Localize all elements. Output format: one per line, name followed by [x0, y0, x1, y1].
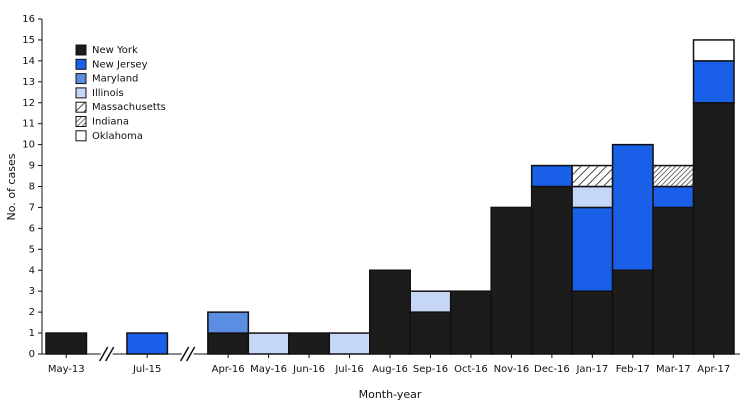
bar-segment	[207, 332, 250, 355]
bar-segment	[571, 185, 614, 209]
legend-swatch	[75, 101, 87, 113]
legend-swatch	[75, 73, 87, 85]
y-tick-label: 11	[22, 119, 35, 130]
bar-segment	[126, 332, 169, 355]
y-tick-label: 14	[22, 56, 35, 67]
y-tick-label: 3	[29, 286, 35, 297]
bar-segment	[207, 311, 250, 334]
x-tick-label: Jul-15	[132, 364, 161, 375]
bar-segment	[530, 164, 573, 188]
y-axis-title: No. of cases	[5, 153, 18, 220]
legend-label: Oklahoma	[92, 131, 143, 142]
bar-segment	[611, 143, 654, 271]
bar-segment	[530, 185, 573, 355]
legend-label: Indiana	[92, 117, 129, 128]
y-tick-label: 0	[29, 349, 35, 360]
x-tick-label: Jan-17	[575, 364, 608, 375]
legend-label: Maryland	[92, 74, 138, 85]
y-tick-label: 9	[29, 161, 35, 172]
bar-segment	[409, 311, 452, 355]
x-tick-label: Aug-16	[372, 364, 408, 375]
bar-segment	[247, 332, 290, 355]
legend-swatch	[75, 58, 87, 70]
bar-segment	[288, 332, 331, 355]
legend-label: Massachusetts	[92, 102, 166, 113]
x-tick-label: Apr-17	[697, 364, 730, 375]
bar-segment	[571, 206, 614, 292]
x-tick-label: Apr-16	[212, 364, 245, 375]
y-tick-label: 1	[29, 328, 35, 339]
y-tick-label: 6	[29, 223, 35, 234]
x-axis-title: Month-year	[359, 388, 422, 401]
bar-segment	[328, 332, 371, 355]
y-tick-label: 5	[29, 244, 35, 255]
x-tick-label: Mar-17	[656, 364, 691, 375]
y-tick-label: 15	[22, 35, 35, 46]
legend-swatch	[75, 130, 87, 142]
bar-segment	[692, 39, 735, 62]
legend-label: New York	[92, 45, 138, 56]
bar-segment	[692, 102, 735, 355]
x-tick-label: Sep-16	[413, 364, 448, 375]
x-tick-label: May-13	[48, 364, 85, 375]
x-tick-label: Jul-16	[334, 364, 363, 375]
y-tick-label: 8	[29, 182, 35, 193]
legend-label: New Jersey	[92, 59, 148, 70]
bar-segment	[571, 164, 614, 188]
y-tick-label: 16	[22, 14, 35, 25]
axis-break	[99, 346, 109, 362]
bar-segment	[571, 290, 614, 355]
bar-segment	[652, 185, 695, 209]
y-tick-label: 7	[29, 202, 35, 213]
x-tick-label: Jun-16	[292, 364, 325, 375]
legend-swatch	[75, 116, 87, 127]
axis-break	[179, 346, 190, 362]
y-tick-label: 12	[22, 98, 35, 109]
bar-segment	[652, 206, 695, 355]
axis-break	[105, 346, 115, 362]
bar-segment	[652, 164, 695, 188]
y-tick-label: 10	[22, 140, 35, 151]
y-tick-label: 13	[22, 77, 35, 88]
legend-swatch	[75, 87, 87, 99]
x-tick-label: Nov-16	[494, 364, 530, 375]
bar-segment	[409, 290, 452, 313]
axis-break	[185, 346, 196, 362]
bar-segment	[45, 332, 88, 355]
x-tick-label: Oct-16	[454, 364, 488, 375]
y-tick-label: 4	[29, 265, 35, 276]
bar-segment	[369, 269, 411, 355]
x-tick-label: May-16	[250, 364, 287, 375]
x-tick-label: Dec-16	[534, 364, 570, 375]
bar-segment	[490, 206, 533, 355]
bar-segment	[449, 290, 492, 355]
axis-break-gap	[100, 351, 113, 357]
x-tick-label: Feb-17	[616, 364, 650, 375]
legend-swatch	[75, 44, 87, 56]
bar-segment	[692, 60, 735, 104]
axis-break-gap	[181, 351, 194, 357]
y-tick-label: 2	[29, 307, 35, 318]
legend-label: Illinois	[92, 88, 124, 99]
bar-segment	[611, 269, 654, 355]
